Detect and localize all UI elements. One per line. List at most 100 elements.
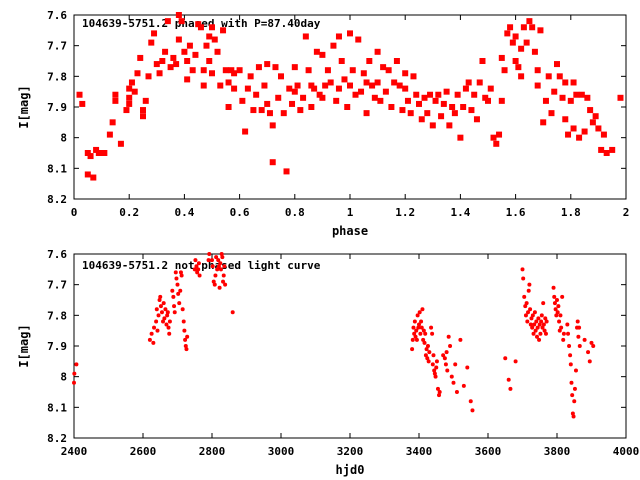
bottom-data-point: [422, 340, 427, 345]
bottom-data-point: [185, 334, 190, 339]
top-data-point: [485, 97, 491, 104]
bottom-data-point: [555, 298, 559, 302]
top-data-point: [95, 150, 102, 156]
bottom-data-point: [221, 273, 226, 278]
top-data-point: [548, 110, 555, 117]
bottom-data-point: [218, 261, 223, 266]
bottom-data-point: [530, 325, 535, 330]
bottom-data-point: [526, 310, 531, 315]
bottom-x-tick-label: 3400: [406, 445, 433, 458]
top-data-point: [493, 140, 500, 147]
top-data-point: [363, 110, 370, 117]
bottom-data-point: [206, 258, 211, 263]
top-data-point: [598, 146, 605, 153]
bottom-data-point: [178, 270, 183, 275]
top-data-point: [352, 91, 359, 98]
top-data-point: [402, 70, 409, 77]
bottom-data-point: [567, 344, 572, 348]
bottom-data-point: [572, 386, 577, 391]
top-data-point: [460, 104, 467, 110]
top-data-point: [556, 73, 563, 80]
bottom-data-point: [444, 350, 449, 355]
bottom-data-point: [220, 255, 225, 260]
bottom-data-point: [427, 350, 432, 355]
bottom-data-point: [174, 276, 179, 281]
top-data-point: [570, 125, 577, 132]
bottom-data-point: [461, 383, 466, 388]
bottom-data-point: [419, 319, 424, 324]
bottom-data-point: [556, 304, 561, 309]
top-data-point: [551, 88, 558, 95]
top-data-point: [335, 33, 342, 40]
top-data-point: [462, 85, 469, 92]
top-data-point: [184, 58, 191, 64]
bottom-data-point: [424, 347, 429, 352]
bottom-data-point: [180, 307, 185, 312]
top-data-point: [291, 88, 298, 95]
top-data-point: [175, 36, 182, 43]
top-data-point: [609, 146, 616, 153]
top-data-point: [396, 82, 403, 89]
bottom-data-point: [173, 270, 178, 275]
bottom-data-point: [192, 267, 197, 272]
bottom-y-axis-label: I[mag]: [17, 324, 31, 367]
bottom-data-point: [554, 313, 559, 318]
top-data-point: [526, 18, 533, 25]
top-data-point: [592, 113, 599, 120]
top-data-point: [148, 39, 155, 46]
top-data-point: [416, 100, 422, 107]
top-data-point: [418, 116, 425, 123]
top-data-point: [170, 54, 177, 61]
top-data-point: [465, 79, 472, 86]
bottom-data-point: [72, 380, 76, 385]
top-data-point: [570, 79, 577, 86]
bottom-data-point: [573, 368, 578, 373]
bottom-data-point: [156, 313, 161, 318]
bottom-x-tick-label: 3800: [544, 445, 571, 458]
bottom-data-point: [577, 325, 582, 330]
top-data-point: [520, 24, 527, 31]
bottom-data-point: [576, 334, 581, 339]
bottom-data-point: [417, 322, 421, 327]
top-data-point: [349, 67, 356, 74]
top-data-point: [84, 150, 91, 156]
top-data-point: [209, 24, 215, 31]
top-data-point: [162, 48, 169, 55]
bottom-data-point: [508, 386, 513, 391]
top-data-point: [534, 82, 541, 89]
top-data-point: [440, 100, 447, 107]
bottom-data-point: [586, 350, 591, 355]
bottom-data-point: [182, 328, 187, 333]
top-data-point: [76, 91, 83, 98]
top-data-point: [468, 107, 475, 114]
bottom-data-point: [195, 270, 200, 275]
top-data-point: [542, 97, 549, 104]
top-data-point: [498, 97, 505, 104]
bottom-data-point: [154, 307, 159, 312]
top-data-point: [203, 42, 210, 49]
bottom-data-point: [570, 393, 575, 398]
bottom-data-point: [415, 313, 420, 318]
top-data-point: [200, 67, 207, 74]
top-data-point: [443, 88, 450, 95]
bottom-data-point: [536, 316, 541, 321]
top-data-point: [554, 61, 560, 68]
bottom-data-point: [222, 264, 227, 269]
top-data-point: [186, 42, 193, 49]
top-data-point: [363, 79, 370, 86]
top-y-tick-label: 7.8: [47, 70, 67, 83]
bottom-data-point: [214, 255, 219, 260]
top-data-point: [195, 21, 202, 28]
top-data-point: [515, 64, 522, 71]
bottom-data-point: [530, 313, 535, 318]
bottom-plot-frame: [73, 253, 627, 439]
top-data-point: [228, 67, 235, 74]
bottom-data-point: [561, 331, 566, 336]
top-data-point: [360, 70, 367, 77]
top-data-point: [374, 48, 381, 55]
top-data-point: [451, 110, 458, 117]
top-data-point: [501, 67, 508, 74]
bottom-data-point: [167, 331, 172, 336]
top-data-point: [297, 107, 304, 114]
